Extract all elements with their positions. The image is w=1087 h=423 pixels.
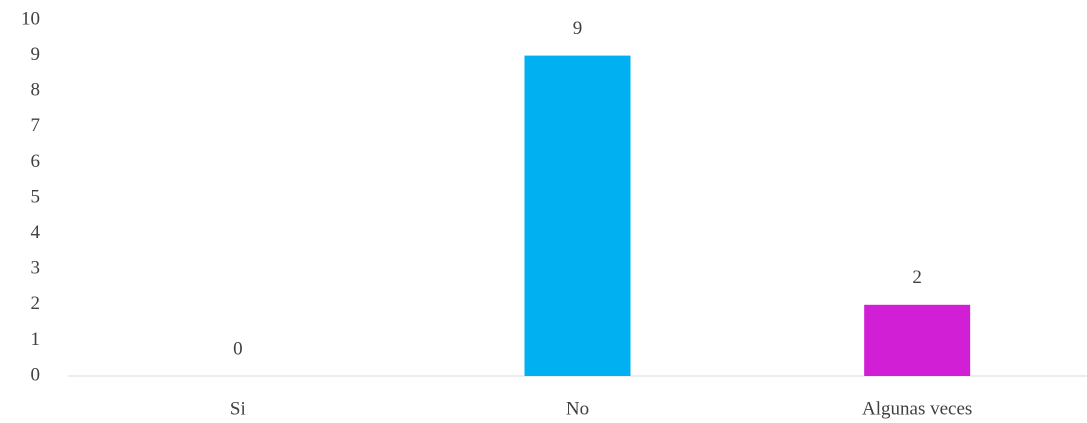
- bar: [864, 304, 971, 376]
- y-tick-label: 4: [31, 222, 41, 243]
- x-tick-label: Algunas veces: [862, 398, 972, 419]
- y-tick-label: 2: [31, 293, 41, 314]
- x-tick-label: Si: [230, 398, 246, 419]
- y-tick-label: 7: [31, 115, 41, 136]
- data-label: 9: [573, 18, 583, 39]
- data-label: 0: [233, 338, 243, 359]
- y-tick-label: 8: [31, 80, 41, 101]
- y-tick-label: 9: [31, 44, 41, 65]
- y-tick-label: 5: [31, 186, 41, 207]
- y-tick-label: 6: [31, 151, 41, 172]
- bar: [524, 55, 631, 376]
- x-tick-label: No: [566, 398, 589, 419]
- data-label: 2: [912, 267, 922, 288]
- y-tick-label: 1: [31, 329, 41, 350]
- y-tick-label: 3: [31, 258, 41, 279]
- y-tick-label: 10: [21, 8, 40, 29]
- y-tick-label: 0: [31, 364, 41, 385]
